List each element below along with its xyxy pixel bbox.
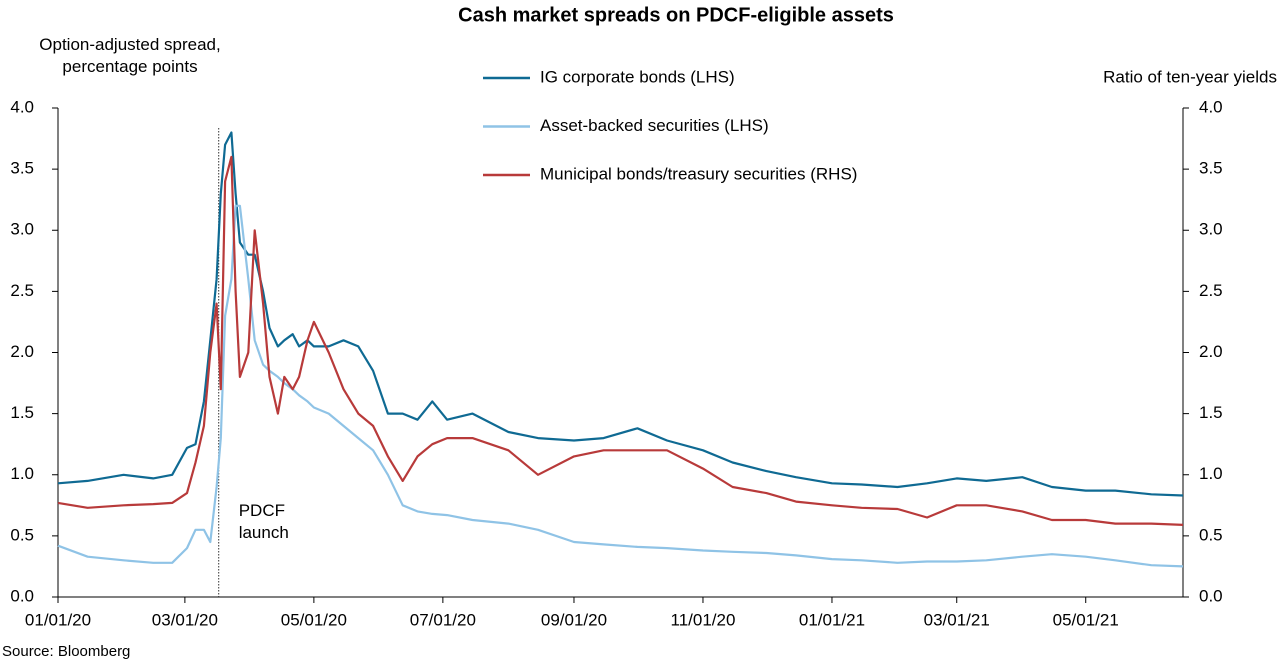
y2-tick-label: 2.0 (1199, 342, 1223, 361)
y2-tick-label: 3.0 (1199, 220, 1223, 239)
y2-tick-label: 1.0 (1199, 464, 1223, 483)
y-tick-label: 1.0 (10, 464, 34, 483)
y2-tick-label: 1.5 (1199, 403, 1223, 422)
legend-label: Municipal bonds/treasury securities (RHS… (540, 164, 857, 183)
y-tick-label: 1.5 (10, 403, 34, 422)
x-tick-label: 03/01/21 (924, 610, 990, 629)
y-axis-label: Option-adjusted spread, percentage point… (39, 35, 221, 76)
legend-label: Asset-backed securities (LHS) (540, 116, 769, 135)
series-line (57, 131, 1184, 497)
series-line (57, 155, 1184, 526)
x-tick-label: 05/01/20 (281, 610, 347, 629)
x-tick-label: 05/01/21 (1053, 610, 1119, 629)
x-tick-label: 09/01/20 (541, 610, 607, 629)
source: Source: Bloomberg (2, 643, 130, 660)
x-tick-label: 03/01/20 (152, 610, 218, 629)
x-tick-label: 01/01/20 (25, 610, 91, 629)
y-tick-label: 0.5 (10, 525, 34, 544)
chart-title: Cash market spreads on PDCF-eligible ass… (458, 4, 894, 26)
y-tick-label: 2.0 (10, 342, 34, 361)
x-tick-label: 01/01/21 (799, 610, 865, 629)
y-tick-label: 3.0 (10, 220, 34, 239)
y-tick-label: 2.5 (10, 281, 34, 300)
y-tick-label: 4.0 (10, 97, 34, 116)
y2-tick-label: 2.5 (1199, 281, 1223, 300)
legend-label: IG corporate bonds (LHS) (540, 67, 735, 86)
y2-tick-label: 0.0 (1199, 586, 1223, 605)
y-tick-label: 3.5 (10, 159, 34, 178)
y2-tick-label: 3.5 (1199, 159, 1223, 178)
y2-tick-label: 4.0 (1199, 97, 1223, 116)
y2-tick-label: 0.5 (1199, 525, 1223, 544)
series-line (57, 204, 1184, 568)
y2-axis-label: Ratio of ten-year yields (1103, 67, 1277, 86)
x-tick-label: 11/01/20 (671, 610, 736, 629)
annotation: PDCF launch (238, 501, 289, 542)
y-tick-label: 0.0 (10, 586, 34, 605)
x-tick-label: 07/01/20 (410, 610, 476, 629)
